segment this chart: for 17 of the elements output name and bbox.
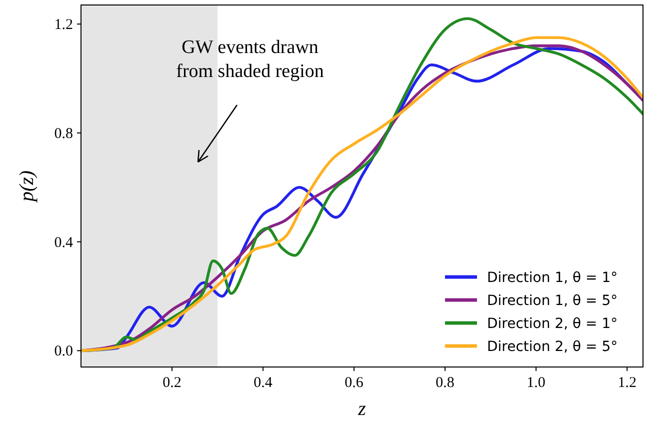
legend-label: Direction 2, θ = 1°: [487, 316, 618, 332]
y-tick-label: 0.8: [54, 126, 73, 142]
x-axis-title: z: [357, 398, 366, 420]
y-tick-label: 1.2: [54, 17, 73, 34]
legend-label: Direction 1, θ = 5°: [487, 293, 618, 309]
legend-label: Direction 2, θ = 5°: [487, 339, 618, 355]
y-tick-label: 0.0: [54, 344, 73, 360]
x-tick-label: 1.2: [618, 375, 636, 391]
annotation: GW events drawn from shaded region: [176, 37, 324, 82]
x-tick-label: 1.0: [526, 375, 546, 391]
y-tick-label: 0.4: [54, 234, 74, 251]
x-tick-label: 0.4: [254, 375, 273, 391]
x-tick-label: 0.2: [162, 375, 182, 391]
x-tick-label: 0.8: [436, 375, 454, 391]
legend-label: Direction 1, θ = 1°: [487, 270, 618, 286]
x-tick-label: 0.6: [344, 375, 364, 391]
y-axis-title: p(z): [16, 170, 38, 204]
